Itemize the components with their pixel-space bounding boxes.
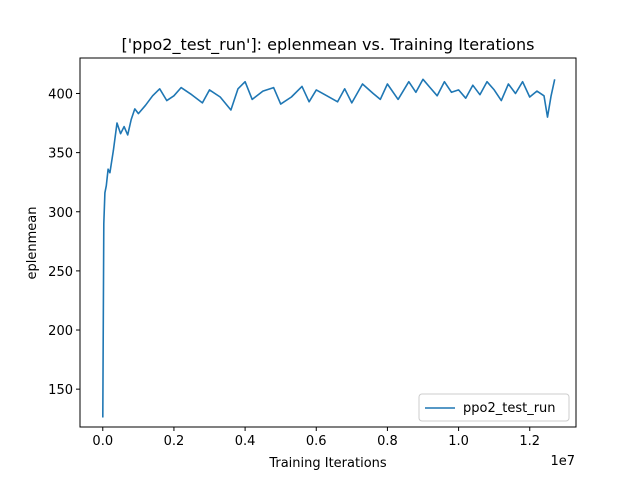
x-tick-label: 1.0 (448, 434, 469, 449)
x-tick-label: 1.2 (519, 434, 540, 449)
y-tick-label: 350 (48, 147, 73, 162)
legend-box (418, 393, 570, 422)
plot-frame (79, 57, 577, 428)
legend-label: ppo2_test_run (463, 401, 556, 416)
x-tick-label: 0.8 (377, 434, 398, 449)
x-axis-label: Training Iterations (268, 456, 387, 471)
y-axis-label: eplenmean (25, 207, 40, 280)
plot-area (102, 78, 556, 418)
x-tick-label: 0.0 (92, 434, 113, 449)
series-line-0 (102, 78, 556, 418)
y-tick-label: 300 (48, 206, 73, 221)
x-axis-offset-label: 1e7 (550, 454, 575, 469)
y-tick-label: 200 (48, 324, 73, 339)
y-tick-label: 250 (48, 265, 73, 280)
x-axis: 0.0 0.2 0.4 0.6 0.8 1.0 1.2 (92, 427, 540, 449)
x-tick-label: 0.4 (235, 434, 256, 449)
x-tick-label: 0.2 (164, 434, 185, 449)
chart-title: ['ppo2_test_run']: eplenmean vs. Trainin… (122, 35, 535, 55)
legend: ppo2_test_run (418, 393, 570, 422)
y-tick-label: 150 (48, 383, 73, 398)
y-axis: 150 200 250 300 350 400 (48, 87, 80, 398)
x-tick-label: 0.6 (306, 434, 327, 449)
y-tick-label: 400 (48, 87, 73, 102)
